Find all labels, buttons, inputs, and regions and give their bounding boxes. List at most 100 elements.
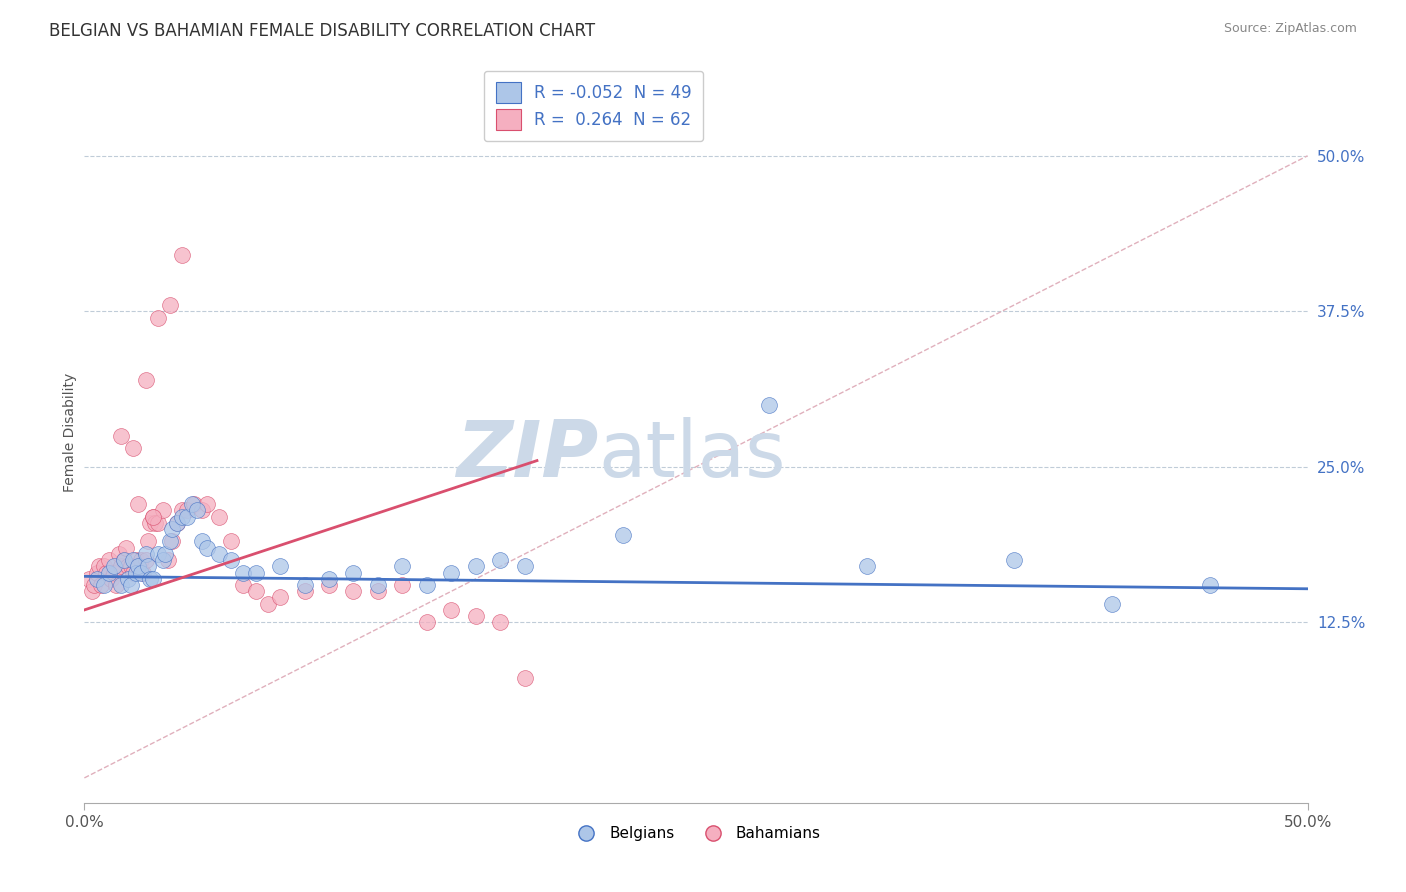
Point [136,534,159,549]
Point [758,398,780,412]
Point [129,566,152,580]
Point [117,559,139,574]
Point [96,566,118,580]
Point [107,547,129,561]
Point [440,603,463,617]
Point [97,553,120,567]
Point [139,572,162,586]
Point [93,578,115,592]
Point [125,566,148,580]
Point [172,248,194,262]
Point [100,572,122,586]
Point [318,572,340,586]
Point [232,566,254,580]
Point [269,559,291,574]
Point [142,509,165,524]
Point [245,566,267,580]
Point [464,609,486,624]
Point [513,672,536,686]
Text: atlas: atlas [598,417,786,493]
Point [294,578,316,592]
Y-axis label: Female Disability: Female Disability [63,373,77,492]
Point [245,584,267,599]
Point [208,509,231,524]
Point [294,584,316,599]
Point [110,428,132,442]
Point [103,566,125,580]
Point [195,497,218,511]
Point [127,559,149,574]
Point [172,503,194,517]
Point [146,547,169,561]
Point [156,553,179,567]
Point [181,497,204,511]
Point [440,566,463,580]
Point [464,559,486,574]
Point [162,522,184,536]
Point [139,516,162,530]
Text: ZIP: ZIP [456,417,598,493]
Point [136,559,159,574]
Point [127,497,149,511]
Point [86,566,108,580]
Point [489,553,512,567]
Point [257,597,280,611]
Point [367,578,389,592]
Point [416,578,439,592]
Point [489,615,512,630]
Point [103,559,125,574]
Point [318,578,340,592]
Point [125,553,148,567]
Point [142,572,165,586]
Point [152,503,174,517]
Point [135,373,157,387]
Point [97,566,120,580]
Point [191,503,214,517]
Point [856,559,879,574]
Point [120,578,142,592]
Point [342,584,364,599]
Point [1101,597,1123,611]
Point [219,553,242,567]
Point [191,534,214,549]
Point [269,591,291,605]
Point [87,559,110,574]
Point [110,559,132,574]
Point [112,553,135,567]
Point [159,534,181,549]
Text: Source: ZipAtlas.com: Source: ZipAtlas.com [1223,22,1357,36]
Point [166,516,188,530]
Point [159,298,181,312]
Point [120,559,142,574]
Point [93,559,115,574]
Point [195,541,218,555]
Point [166,516,188,530]
Point [142,509,165,524]
Point [90,578,112,592]
Point [135,553,157,567]
Point [612,528,634,542]
Point [172,509,194,524]
Text: BELGIAN VS BAHAMIAN FEMALE DISABILITY CORRELATION CHART: BELGIAN VS BAHAMIAN FEMALE DISABILITY CO… [49,22,595,40]
Point [1002,553,1025,567]
Point [112,553,135,567]
Point [342,566,364,580]
Point [513,559,536,574]
Point [176,509,198,524]
Point [110,578,132,592]
Point [208,547,231,561]
Point [143,516,166,530]
Point [162,534,184,549]
Point [232,578,254,592]
Point [83,578,105,592]
Point [122,553,145,567]
Point [132,566,155,580]
Point [183,497,205,511]
Point [77,572,100,586]
Point [176,503,198,517]
Point [117,572,139,586]
Point [122,441,145,455]
Point [122,566,145,580]
Point [146,516,169,530]
Point [105,578,128,592]
